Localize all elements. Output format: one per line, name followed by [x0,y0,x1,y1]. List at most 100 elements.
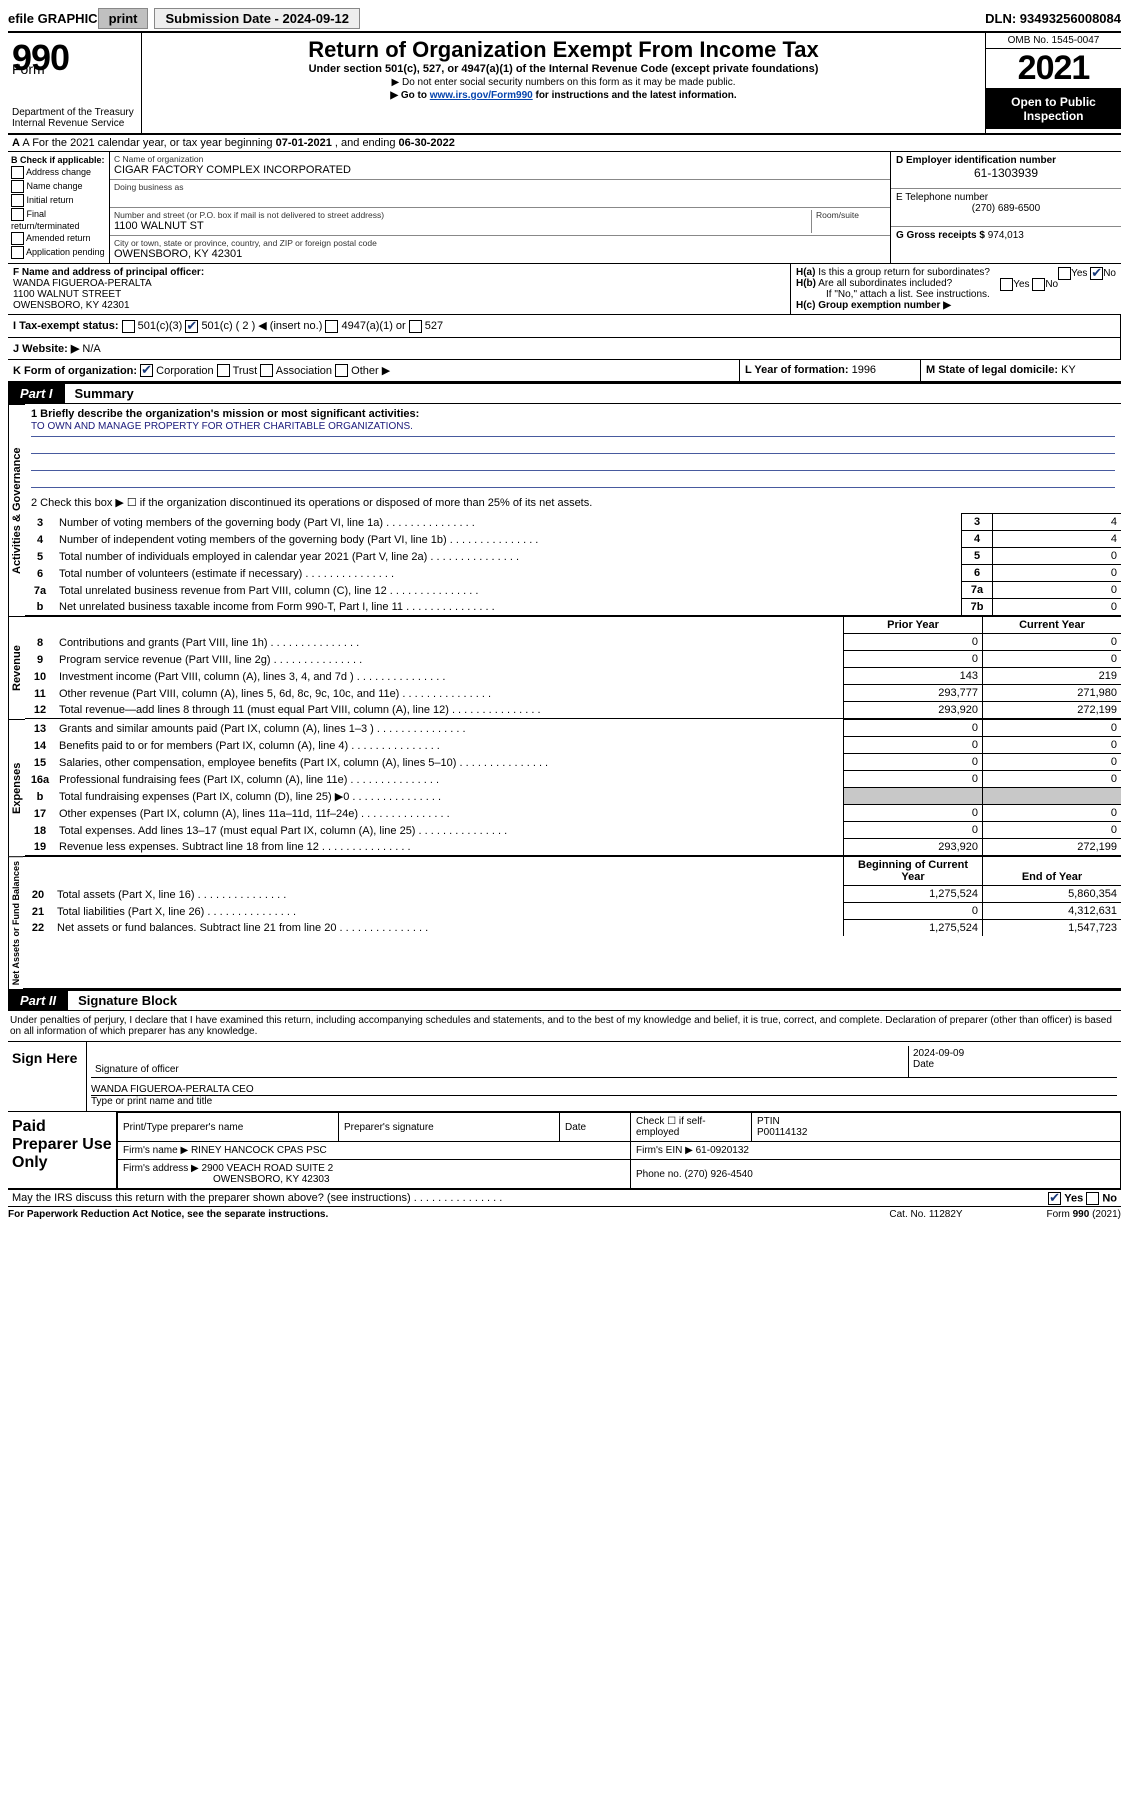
dba-label: Doing business as [114,182,886,192]
city-label: City or town, state or province, country… [114,238,886,248]
table-row: 12Total revenue—add lines 8 through 11 (… [25,702,1121,719]
gov-row: 3Number of voting members of the governi… [25,514,1121,531]
cb-final-return[interactable] [11,208,24,221]
firm-label: Firm's name ▶ [123,1145,188,1156]
prep-h4: Check ☐ if self-employed [636,1116,706,1138]
k-label: K Form of organization: [13,365,137,377]
firm-addr2: OWENSBORO, KY 42303 [123,1174,330,1185]
tax-year: 2021 [986,49,1121,89]
hb-no[interactable] [1032,278,1045,291]
cb-amended[interactable] [11,232,24,245]
preparer-row: Paid Preparer Use Only Print/Type prepar… [8,1112,1121,1190]
table-row: 9Program service revenue (Part VIII, lin… [25,651,1121,668]
prep-h1: Print/Type preparer's name [123,1122,243,1133]
print-button[interactable]: print [98,8,149,29]
may-no[interactable] [1086,1192,1099,1205]
header-center: Return of Organization Exempt From Incom… [142,33,986,133]
form990-link[interactable]: www.irs.gov/Form990 [430,90,533,101]
mission-blank3 [31,471,1115,488]
gov-row: 7aTotal unrelated business revenue from … [25,582,1121,599]
hdr-current-year: Current Year [983,617,1122,634]
hb-yes[interactable] [1000,278,1013,291]
year-formation: 1996 [852,364,876,376]
c-name-label: C Name of organization [114,154,886,164]
sig-name-label: Type or print name and title [91,1095,1117,1107]
ein-value: 61-1303939 [896,166,1116,180]
footer-paperwork: For Paperwork Reduction Act Notice, see … [8,1209,851,1220]
form-word: Form [12,61,45,77]
efile-label: efile GRAPHIC [8,11,98,26]
header-right: OMB No. 1545-0047 2021 Open to Public In… [986,33,1121,133]
line2-text: 2 Check this box ▶ ☐ if the organization… [25,492,1121,513]
hc-label: H(c) Group exemption number ▶ [796,300,951,311]
sig-declaration: Under penalties of perjury, I declare th… [8,1011,1121,1042]
cb-app-pending[interactable] [11,246,24,259]
table-row: 13Grants and similar amounts paid (Part … [25,720,1121,737]
cb-initial-return[interactable] [11,194,24,207]
prep-table: Print/Type preparer's name Preparer's si… [117,1112,1121,1188]
cb-527[interactable] [409,320,422,333]
cb-4947[interactable] [325,320,338,333]
ha-yes[interactable] [1058,267,1071,280]
mission-text: TO OWN AND MANAGE PROPERTY FOR OTHER CHA… [31,420,1115,437]
cb-501c3[interactable] [122,320,135,333]
firm-name: RINEY HANCOCK CPAS PSC [191,1145,327,1156]
b-header: B Check if applicable: [11,155,105,165]
mission-q: 1 Briefly describe the organization's mi… [31,408,419,420]
table-row: 15Salaries, other compensation, employee… [25,754,1121,771]
sign-here-row: Sign Here Signature of officer 2024-09-0… [8,1042,1121,1112]
ha-no[interactable] [1090,267,1103,280]
col-c: C Name of organization CIGAR FACTORY COM… [110,152,891,263]
row-klm: K Form of organization: Corporation Trus… [8,360,1121,383]
cb-corp[interactable] [140,364,153,377]
part2-tag: Part II [8,991,68,1010]
hdr-end-year: End of Year [983,857,1122,886]
cb-trust[interactable] [217,364,230,377]
cb-name-change[interactable] [11,180,24,193]
cb-501c[interactable] [185,320,198,333]
line-a-mid: , and ending [335,137,399,149]
phone-label: E Telephone number [896,192,988,203]
table-row: 19Revenue less expenses. Subtract line 1… [25,839,1121,856]
side-rev: Revenue [8,616,25,719]
row-i: I Tax-exempt status: 501(c)(3) 501(c) ( … [8,315,1121,338]
prep-h3: Date [565,1122,586,1133]
header-block-bcd: B Check if applicable: Address change Na… [8,152,1121,264]
table-row: 8Contributions and grants (Part VIII, li… [25,634,1121,651]
street-address: 1100 WALNUT ST [114,220,811,232]
gov-row: 4Number of independent voting members of… [25,531,1121,548]
gov-section: Activities & Governance 1 Briefly descri… [8,404,1121,616]
tax-year-end: 06-30-2022 [399,137,455,149]
hdr-begin-year: Beginning of Current Year [844,857,983,886]
footer-form: 990 [1073,1209,1090,1220]
page-footer: For Paperwork Reduction Act Notice, see … [8,1207,1121,1220]
cb-assoc[interactable] [260,364,273,377]
form-title: Return of Organization Exempt From Incom… [146,37,981,63]
mission-blank2 [31,454,1115,471]
mission-blank1 [31,437,1115,454]
officer-addr2: OWENSBORO, KY 42301 [13,300,130,311]
col-d: D Employer identification number 61-1303… [891,152,1121,263]
hb-note: If "No," attach a list. See instructions… [796,289,1116,300]
line-a: A A For the 2021 calendar year, or tax y… [8,135,1121,152]
table-row: 18Total expenses. Add lines 13–17 (must … [25,822,1121,839]
hb-label: H(b) [796,278,816,289]
cb-other[interactable] [335,364,348,377]
firm-phone: (270) 926-4540 [684,1169,752,1180]
cb-address-change[interactable] [11,166,24,179]
may-yes[interactable] [1048,1192,1061,1205]
table-row: 20Total assets (Part X, line 16)1,275,52… [23,886,1121,903]
firm-ein: 61-0920132 [696,1145,749,1156]
part1-tag: Part I [8,384,65,403]
may-text: May the IRS discuss this return with the… [12,1192,411,1204]
table-row: bTotal fundraising expenses (Part IX, co… [25,788,1121,805]
gross-value: 974,013 [988,230,1024,241]
na-section: Net Assets or Fund Balances Beginning of… [8,856,1121,989]
firm-addr1: 2900 VEACH ROAD SUITE 2 [202,1163,334,1174]
na-table: Beginning of Current Year End of Year 20… [23,856,1121,936]
exp-section: Expenses 13Grants and similar amounts pa… [8,719,1121,856]
rev-section: Revenue Prior Year Current Year 8Contrib… [8,616,1121,719]
prep-label: Paid Preparer Use Only [8,1112,117,1188]
firm-ein-label: Firm's EIN ▶ [636,1145,693,1156]
j-label: J Website: ▶ [13,343,79,355]
